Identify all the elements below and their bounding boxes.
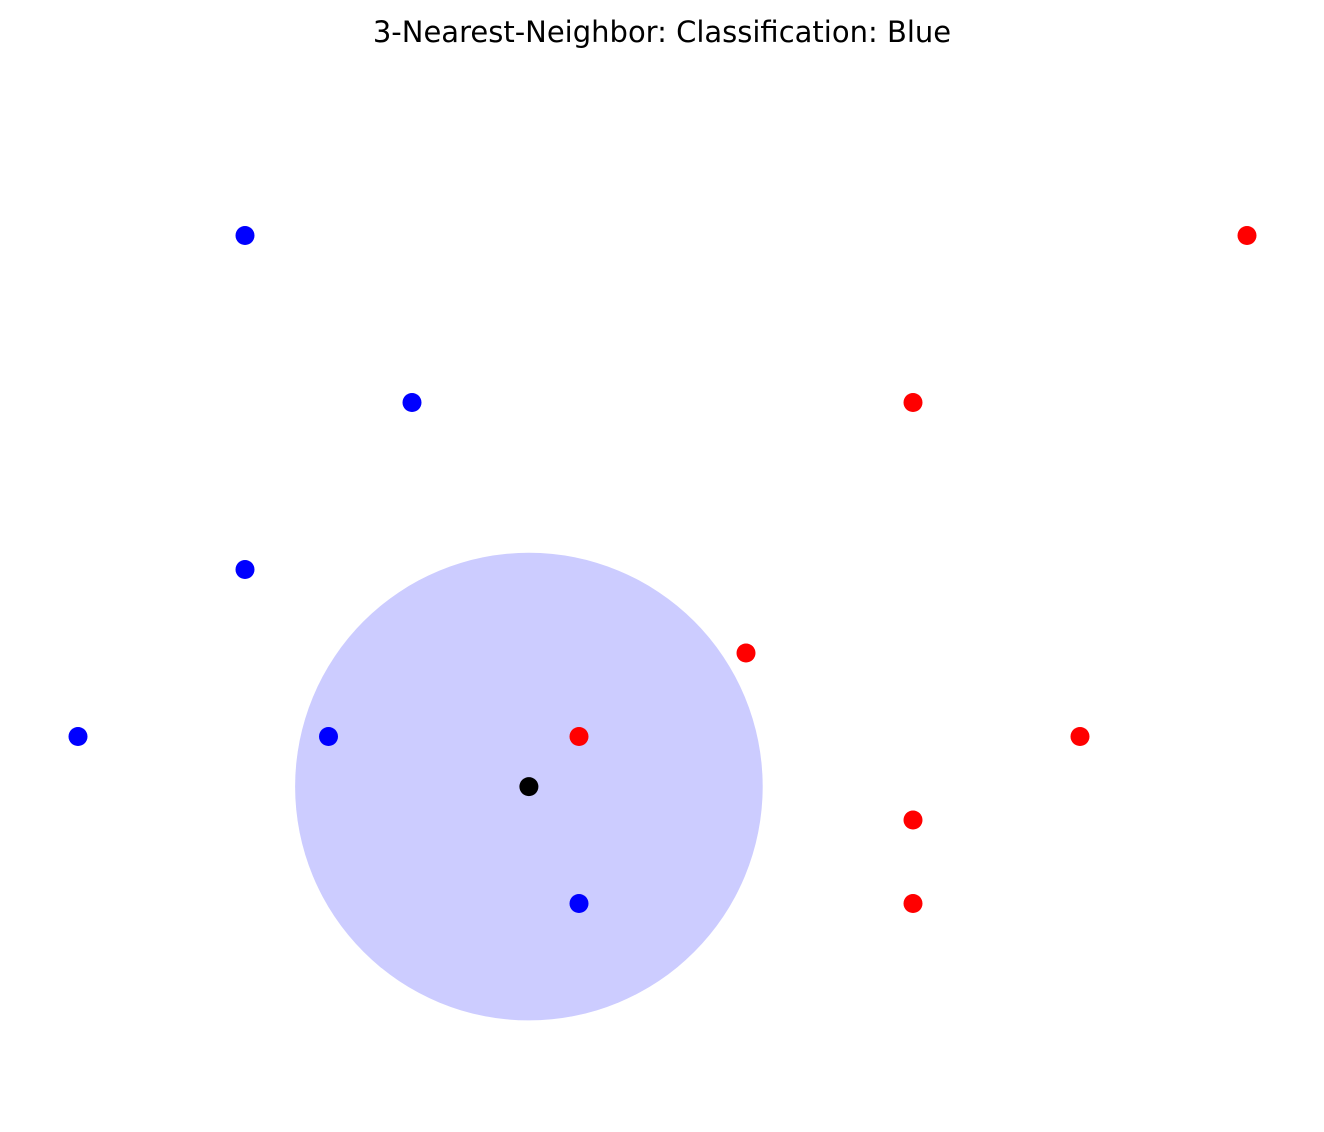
data-point-series-1-5 [903,810,923,830]
data-point-series-1-6 [903,894,923,913]
data-point-series-0-0 [235,226,255,245]
data-point-series-1-4 [1070,727,1090,746]
data-point-series-0-3 [68,727,88,746]
query-point-layer [519,777,539,797]
data-point-series-1-1 [903,393,923,412]
data-point-series-0-1 [402,393,422,412]
data-point-series-0-5 [569,894,589,913]
data-point-series-0-4 [319,727,338,746]
series-0 [68,226,589,913]
data-points-layer [68,226,1257,913]
data-point-series-1-2 [736,643,756,663]
data-point-series-1-0 [1237,226,1257,245]
series-1 [569,226,1257,913]
chart-title: 3-Nearest-Neighbor: Classification: Blue [372,15,952,49]
query-point [519,777,539,797]
data-point-series-0-2 [235,560,255,579]
data-point-series-1-3 [569,727,589,746]
